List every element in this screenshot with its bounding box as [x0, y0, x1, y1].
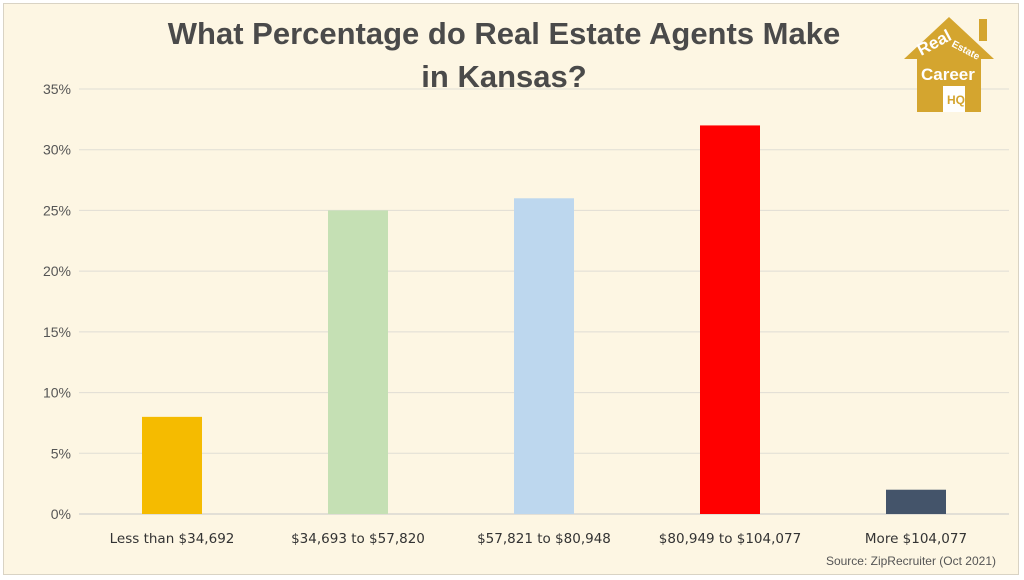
chart-title-line-2: in Kansas? — [421, 59, 587, 94]
logo-text-career: Career — [921, 65, 975, 84]
y-tick-label: 0% — [51, 506, 71, 522]
bar — [328, 210, 388, 514]
chart-frame: What Percentage do Real Estate Agents Ma… — [3, 3, 1019, 575]
bar — [886, 489, 946, 514]
x-tick-label: $80,949 to $104,077 — [659, 531, 801, 547]
y-tick-label: 30% — [43, 142, 71, 158]
y-tick-label: 15% — [43, 324, 71, 340]
y-tick-label: 20% — [43, 263, 71, 279]
y-tick-label: 35% — [43, 81, 71, 97]
y-tick-label: 10% — [43, 385, 71, 401]
y-tick-label: 5% — [51, 445, 71, 461]
x-tick-label: $57,821 to $80,948 — [477, 531, 611, 547]
bar — [142, 416, 202, 514]
chart-title-line-1: What Percentage do Real Estate Agents Ma… — [167, 16, 841, 51]
real-estate-career-hq-logo: Real Estate Career HQ — [904, 17, 994, 112]
logo-text-hq: HQ — [947, 93, 965, 107]
bar-chart: 0% 5% 10% 15% 20% 25% 30% 35% Less than $34,692 $… — [43, 81, 1009, 547]
x-tick-label: $34,693 to $57,820 — [291, 531, 425, 547]
bar — [700, 125, 760, 514]
chart-title: What Percentage do Real Estate Agents Ma… — [64, 12, 944, 98]
x-tick-label: More $104,077 — [865, 531, 967, 547]
x-tick-label: Less than $34,692 — [110, 531, 235, 547]
y-tick-label: 25% — [43, 202, 71, 218]
source-note: Source: ZipRecruiter (Oct 2021) — [825, 554, 996, 568]
bar — [514, 198, 574, 515]
